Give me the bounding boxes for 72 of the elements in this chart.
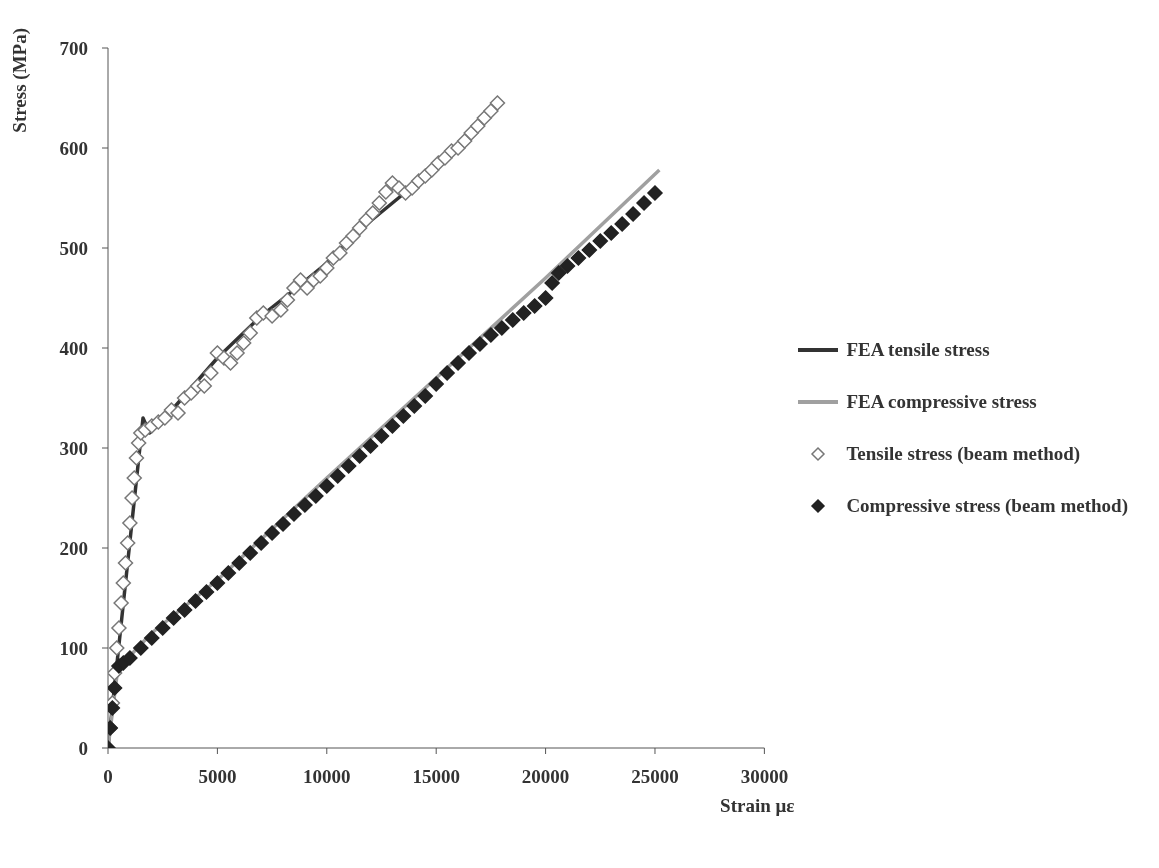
point	[108, 680, 123, 696]
point	[198, 584, 215, 600]
legend-label: FEA compressive stress	[846, 391, 1037, 413]
point	[550, 265, 567, 281]
point	[351, 448, 368, 464]
point	[253, 535, 269, 551]
point	[483, 327, 499, 343]
point	[515, 305, 532, 321]
point	[209, 575, 226, 591]
point	[526, 298, 543, 314]
point	[472, 336, 488, 352]
point	[264, 525, 280, 541]
point	[395, 408, 412, 424]
point	[144, 630, 160, 646]
point	[275, 516, 291, 532]
y-tick-label: 200	[59, 537, 88, 559]
point	[242, 545, 258, 561]
point	[581, 242, 598, 258]
y-tick-label: 0	[78, 737, 88, 759]
point	[614, 216, 630, 232]
point	[537, 290, 554, 306]
point	[544, 275, 560, 291]
point	[373, 428, 390, 444]
point	[428, 376, 444, 392]
legend-label: Compressive stress (beam method)	[846, 495, 1128, 517]
point	[340, 458, 357, 474]
y-tick-label: 700	[59, 37, 88, 59]
point	[636, 195, 652, 211]
point	[406, 398, 423, 414]
point	[187, 593, 204, 609]
point	[494, 320, 510, 336]
x-tick-label: 25000	[631, 766, 679, 788]
point	[165, 610, 182, 626]
point	[319, 478, 335, 494]
point	[154, 620, 171, 636]
point	[231, 555, 248, 571]
y-axis-title: Stress (MPa)	[9, 28, 31, 133]
point	[461, 345, 477, 361]
point	[220, 565, 237, 581]
point	[625, 206, 641, 222]
point	[505, 312, 521, 328]
x-tick-label: 5000	[198, 766, 237, 788]
point	[297, 497, 313, 513]
point	[439, 365, 455, 381]
y-tick-label: 600	[59, 137, 88, 159]
point	[603, 225, 619, 241]
x-tick-label: 10000	[303, 766, 351, 788]
legend-label: FEA tensile stress	[846, 339, 990, 361]
point	[176, 602, 193, 618]
point	[450, 355, 466, 371]
x-tick-label: 0	[103, 766, 113, 788]
legend-label: Tensile stress (beam method)	[846, 443, 1081, 465]
point	[133, 640, 149, 656]
point	[122, 650, 138, 666]
x-tick-label: 20000	[521, 766, 570, 788]
point	[559, 258, 576, 274]
point	[362, 438, 379, 454]
y-tick-label: 100	[59, 637, 88, 659]
y-tick-label: 500	[59, 237, 88, 259]
x-tick-label: 30000	[740, 766, 789, 788]
x-tick-label: 15000	[412, 766, 460, 788]
point	[417, 388, 433, 404]
point	[329, 468, 346, 484]
point	[592, 233, 609, 249]
point	[647, 185, 663, 201]
point	[570, 250, 587, 266]
y-tick-label: 400	[59, 337, 88, 359]
point	[286, 506, 302, 522]
point	[308, 488, 324, 504]
x-axis-title: Strain με	[720, 795, 795, 816]
point	[384, 418, 401, 434]
y-tick-label: 300	[59, 437, 88, 459]
